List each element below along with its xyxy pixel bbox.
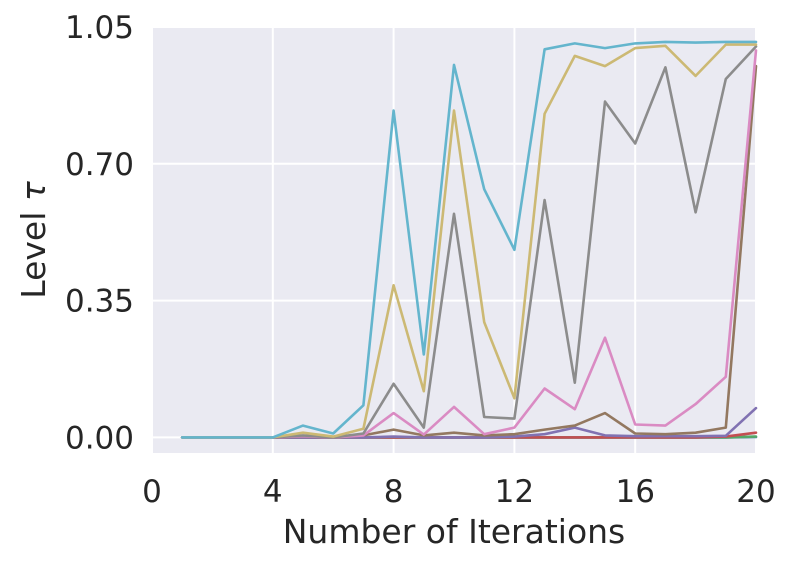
y-axis-label: Level τ xyxy=(14,180,53,299)
x-tick-label: 20 xyxy=(736,474,775,510)
y-tick-labels: 0.00 0.35 0.70 1.05 xyxy=(65,10,134,456)
x-tick-labels: 0 4 8 12 16 20 xyxy=(142,474,776,510)
plot-background xyxy=(152,27,756,453)
y-tick-label: 1.05 xyxy=(65,10,134,46)
x-tick-label: 4 xyxy=(263,474,283,510)
x-axis-label: Number of Iterations xyxy=(283,512,626,551)
series-lines xyxy=(180,40,758,439)
y-tick-label: 0.35 xyxy=(65,284,134,320)
y-tick-label: 0.00 xyxy=(65,420,134,456)
x-tick-label: 16 xyxy=(615,474,654,510)
y-axis-label-text: Level xyxy=(14,201,53,299)
y-tick-label: 0.70 xyxy=(65,147,134,183)
y-axis-label-symbol: τ xyxy=(14,180,53,201)
series-line-9 xyxy=(180,40,758,439)
x-tick-label: 12 xyxy=(495,474,534,510)
x-tick-label: 8 xyxy=(384,474,404,510)
x-tick-label: 0 xyxy=(142,474,162,510)
